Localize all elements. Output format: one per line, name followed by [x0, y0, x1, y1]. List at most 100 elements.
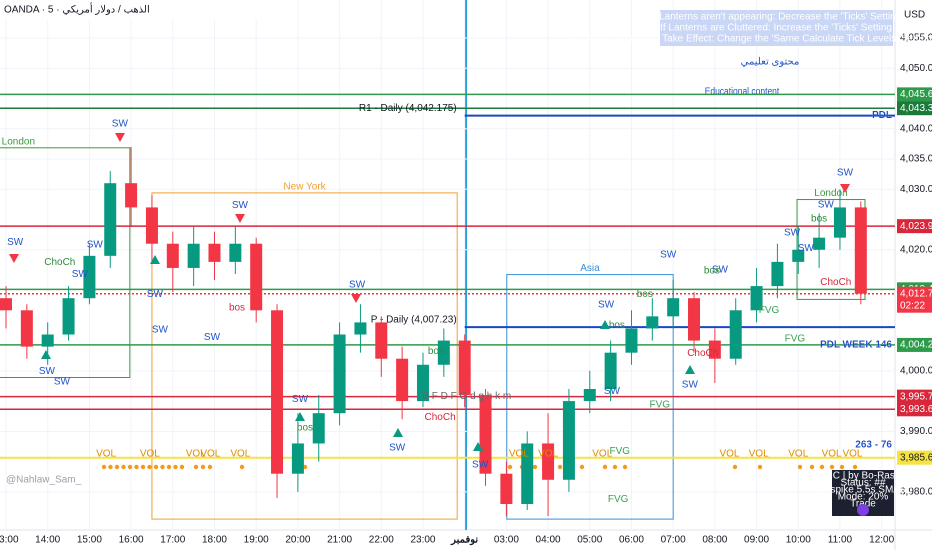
candle-body	[208, 243, 221, 262]
candle-body	[145, 207, 158, 244]
candle-body	[0, 298, 13, 311]
annotation: SW	[349, 280, 366, 291]
vol-dot	[200, 464, 206, 470]
buy-signal	[473, 442, 483, 451]
annotation: SW	[152, 324, 169, 335]
panel-icon	[857, 504, 869, 516]
y-tick-label: 4,000.000	[900, 365, 932, 376]
annotation: VOL	[842, 448, 862, 459]
candle-body	[20, 310, 33, 347]
x-tick-label: 05:00	[577, 535, 602, 546]
candle-body	[416, 364, 429, 402]
price-tag-label: 4,012.745	[900, 288, 932, 299]
annotation: SW	[798, 243, 815, 254]
session-label: Asia	[580, 263, 600, 274]
sell-signal	[9, 254, 19, 263]
vol-dot	[557, 464, 563, 470]
buy-signal	[295, 412, 305, 421]
annotation: SW	[147, 289, 164, 300]
vol-dot	[114, 464, 120, 470]
candle-body	[750, 286, 763, 311]
sell-signal	[840, 184, 850, 193]
annotation: SW	[604, 386, 621, 397]
annotation: SW	[784, 227, 801, 238]
price-tag-label: 3,985.646	[900, 452, 932, 463]
y-tick-label: 4,040.000	[900, 123, 932, 134]
candle-body	[41, 334, 54, 347]
notice-box	[660, 10, 893, 46]
vol-dot	[732, 464, 738, 470]
annotation: SW	[682, 379, 699, 390]
x-tick-label: 22:00	[369, 535, 394, 546]
vol-dot	[207, 464, 213, 470]
candle-body	[437, 340, 450, 365]
candle-body	[667, 298, 680, 317]
price-tag	[897, 450, 932, 465]
buy-signal	[600, 320, 610, 329]
candle-body	[833, 207, 846, 238]
candle-body	[604, 352, 617, 389]
header-bg	[0, 0, 280, 20]
vol-dot	[852, 464, 858, 470]
candle-body	[583, 388, 596, 402]
annotation: FVG	[650, 399, 671, 410]
x-tick-label: 16:00	[119, 535, 144, 546]
annotation: ChoCh	[425, 412, 456, 423]
annotation: FVG	[759, 305, 780, 316]
vol-dot	[101, 464, 107, 470]
vol-dot	[622, 464, 628, 470]
x-tick-label: 21:00	[327, 535, 352, 546]
notice-line: If Lanterns are Cluttered: Increase the …	[660, 23, 892, 34]
signals	[9, 133, 850, 451]
annotation: SW	[72, 269, 89, 280]
candle-body	[83, 255, 96, 299]
annotation: SW	[112, 119, 129, 130]
x-tick-label: 03:00	[494, 535, 519, 546]
price-tag	[897, 402, 932, 417]
y-tick-label: 4,055.000	[900, 33, 932, 44]
buy-signal	[685, 365, 695, 374]
annotation: SW	[389, 442, 406, 453]
candle-body	[229, 243, 242, 262]
price-tag-label: 3,995.737	[900, 391, 932, 402]
watermark: محتوى تعليمي	[741, 57, 800, 68]
candle-body	[166, 243, 179, 268]
price-tag-label: 4,023.902	[900, 221, 932, 232]
x-tick-label: 10:00	[786, 535, 811, 546]
annotation: SW	[39, 366, 56, 377]
price-tag	[897, 101, 932, 116]
annotation: B F D F G d g h k m	[422, 391, 511, 402]
vol-dot	[140, 464, 146, 470]
y-tick-label: 4,030.000	[900, 184, 932, 195]
annotation: VOL	[822, 448, 842, 459]
candle-body	[521, 443, 534, 504]
candle-body	[187, 243, 200, 268]
info-panel-line: Status: ##	[840, 478, 885, 489]
session-box	[151, 192, 458, 520]
vol-dot	[829, 464, 835, 470]
x-tick-label: 18:00	[202, 535, 227, 546]
candle-body	[354, 322, 367, 335]
watermark: Educational content	[705, 86, 780, 97]
annotation: VOL	[719, 448, 739, 459]
candle-body	[125, 183, 138, 208]
sell-signal	[235, 214, 245, 223]
level-right-label: PDL WEEK 146	[820, 340, 892, 351]
x-tick-label: 04:00	[536, 535, 561, 546]
y-axis-label: USD	[904, 10, 925, 21]
price-tag-label: 4,004.278	[900, 340, 932, 351]
candle-body	[625, 328, 638, 353]
vol-dot	[179, 464, 185, 470]
y-tick-label: 3,990.000	[900, 426, 932, 437]
x-tick-label: 12:00	[869, 535, 894, 546]
chart-title: OANDA · 5 · الذهب / دولار أمريكي	[4, 3, 150, 16]
annotation: VOL	[749, 448, 769, 459]
annotation: FVG	[608, 494, 629, 505]
annotation: SW	[837, 168, 854, 179]
vol-dot	[532, 464, 538, 470]
candle-body	[500, 473, 513, 504]
x-tick-label: 13:00	[0, 535, 19, 546]
session-label: London	[2, 136, 35, 147]
annotation: SW	[598, 299, 615, 310]
vol-dot	[797, 464, 803, 470]
